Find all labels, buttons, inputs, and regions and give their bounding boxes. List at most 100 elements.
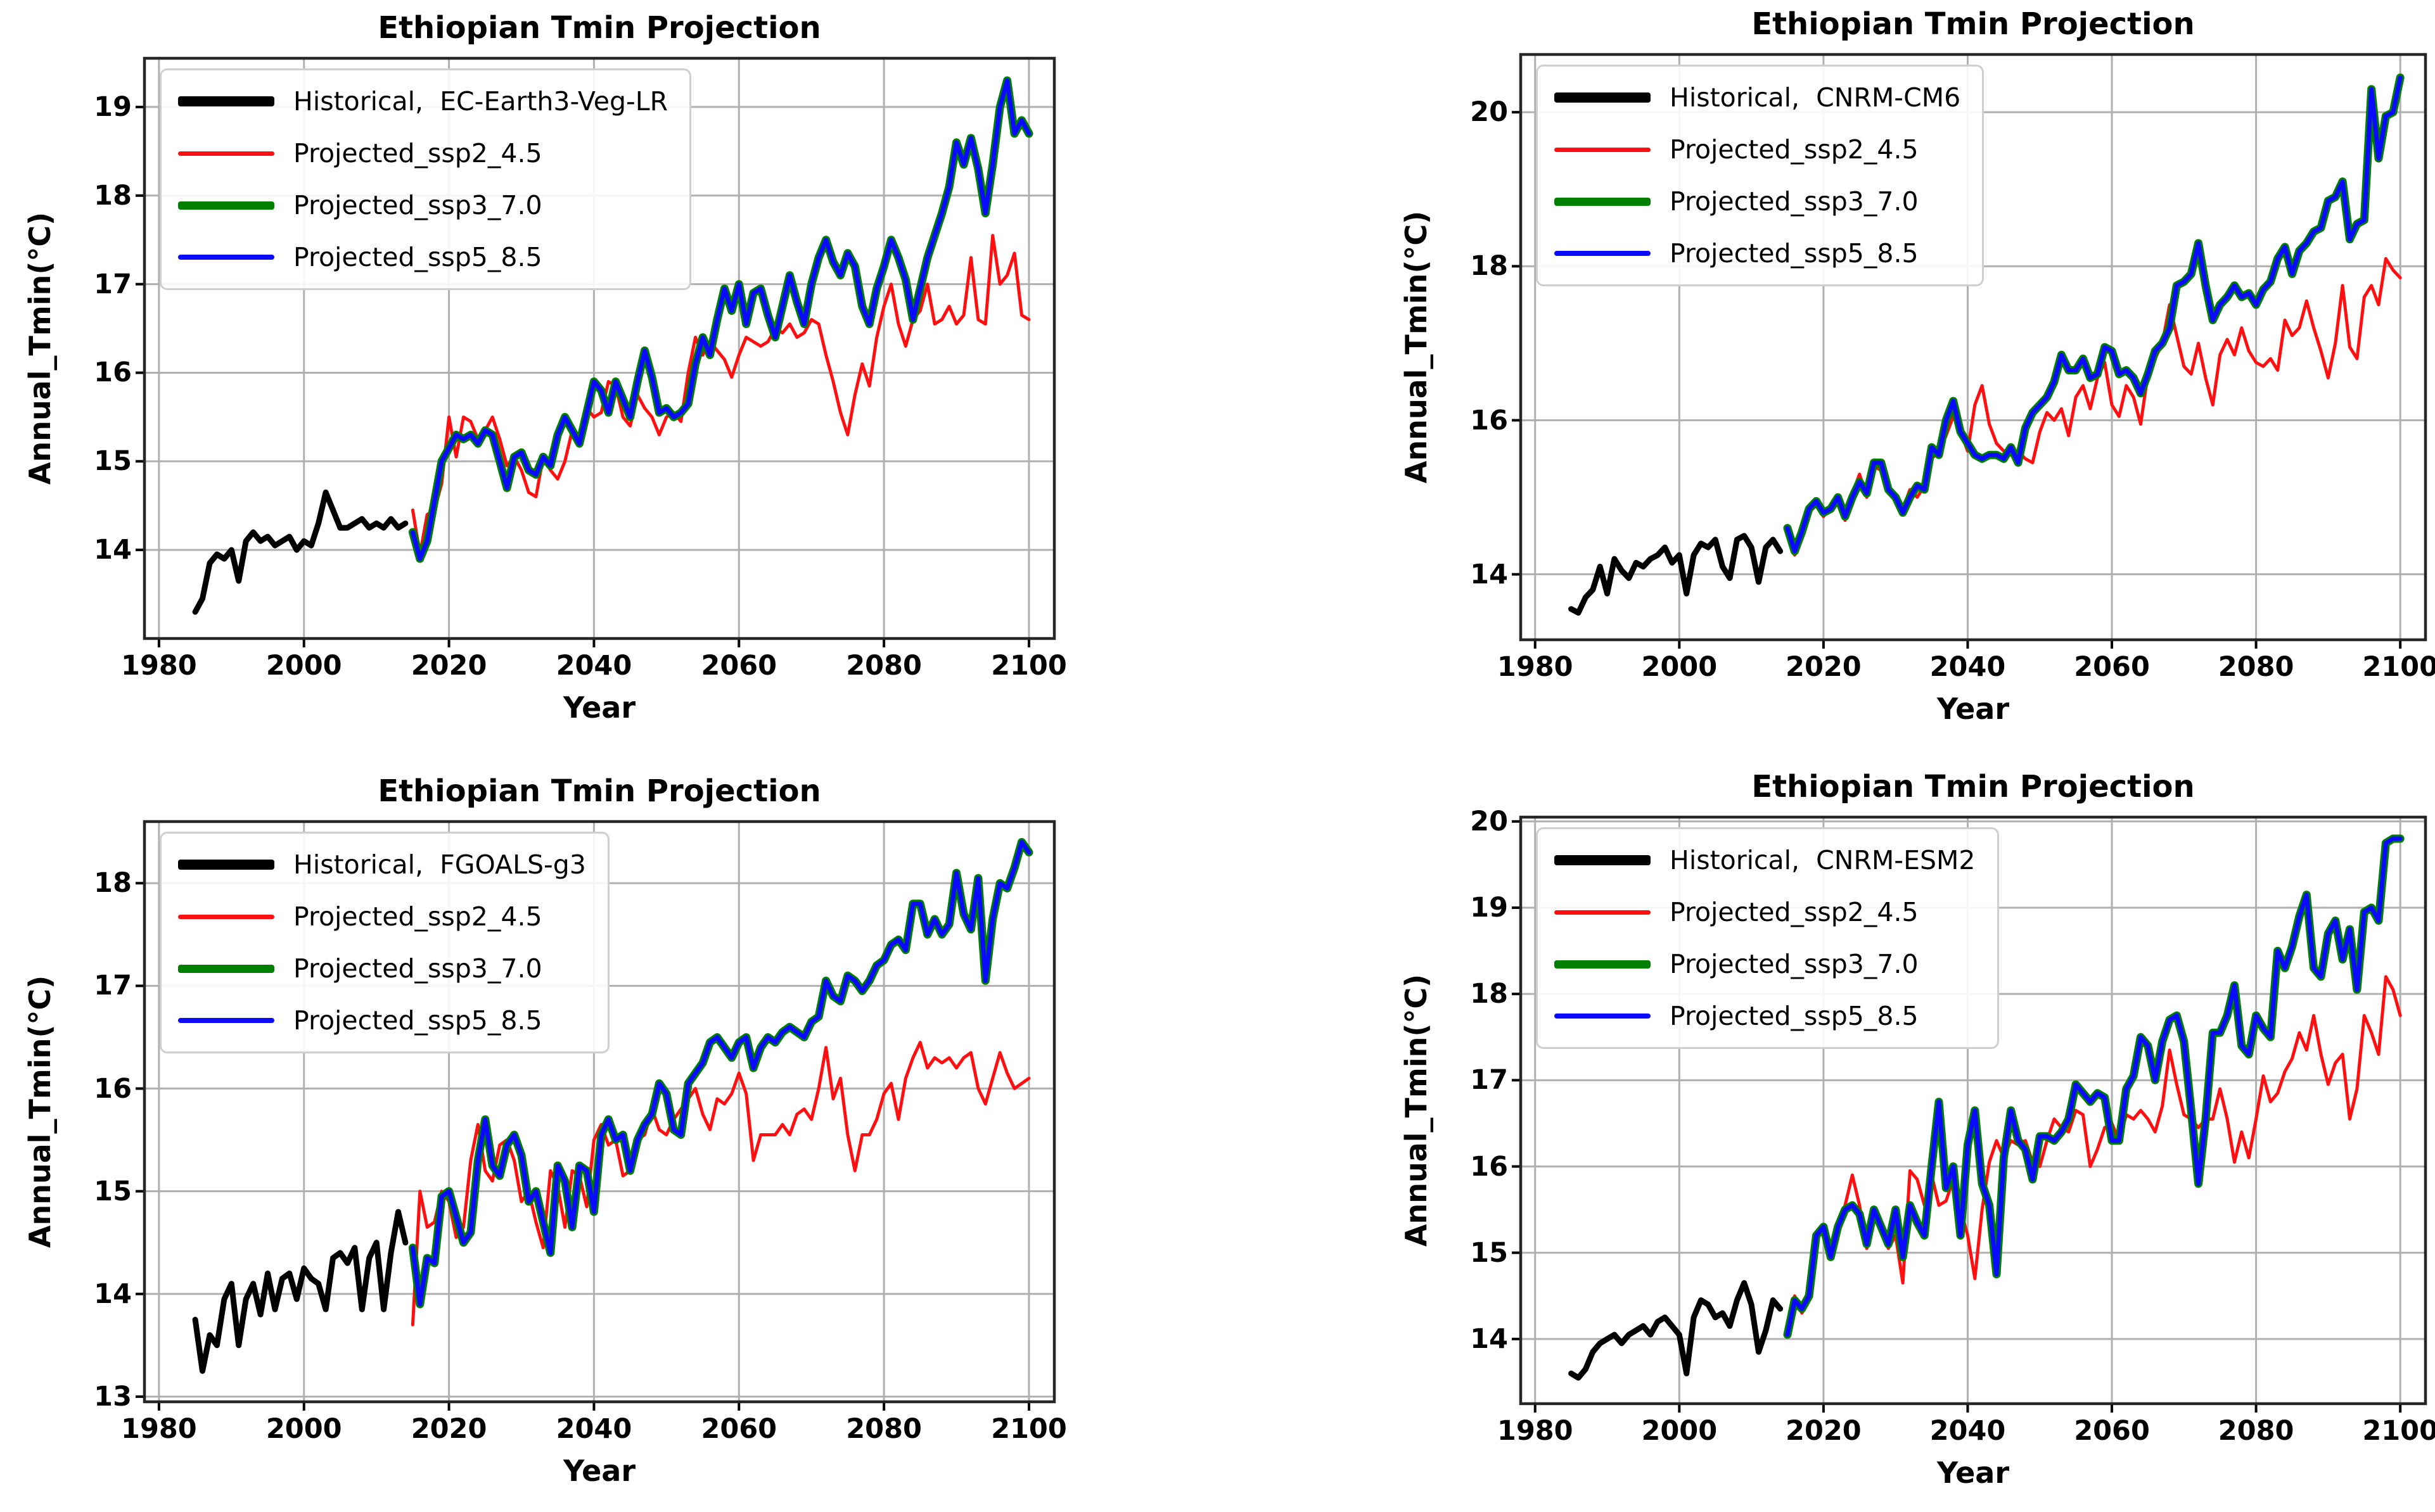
legend: Historical, CNRM-ESM2 Projected_ssp2_4.5… bbox=[1536, 827, 1999, 1049]
legend-item-ssp3: Projected_ssp3_7.0 bbox=[1554, 946, 1976, 982]
legend-swatch-ssp3 bbox=[1554, 197, 1651, 206]
chart-title: Ethiopian Tmin Projection bbox=[1751, 769, 2195, 804]
y-tick-label: 16 bbox=[94, 357, 132, 389]
y-tick-label: 15 bbox=[94, 1175, 132, 1207]
legend-label: Historical, EC-Earth3-Veg-LR bbox=[293, 86, 668, 117]
y-tick-label: 17 bbox=[94, 268, 132, 300]
legend-swatch-ssp2 bbox=[178, 151, 274, 156]
y-tick-label: 18 bbox=[94, 179, 132, 212]
legend-label: Projected_ssp3_7.0 bbox=[1670, 186, 1919, 217]
legend-item-ssp5: Projected_ssp5_8.5 bbox=[178, 239, 668, 276]
y-tick-label: 14 bbox=[1470, 558, 1508, 590]
chart-title: Ethiopian Tmin Projection bbox=[378, 773, 821, 809]
y-tick-label: 13 bbox=[94, 1380, 132, 1413]
x-axis-label: Year bbox=[1936, 692, 2010, 726]
legend-item-ssp3: Projected_ssp3_7.0 bbox=[1554, 183, 1960, 220]
y-axis-label: Annual_Tmin(°C) bbox=[1399, 210, 1433, 484]
x-axis-label: Year bbox=[563, 1454, 636, 1488]
y-tick-label: 15 bbox=[1470, 1236, 1508, 1269]
legend-label: Historical, CNRM-ESM2 bbox=[1670, 844, 1976, 875]
legend-swatch-historical bbox=[178, 96, 274, 106]
legend-label: Projected_ssp2_4.5 bbox=[1670, 896, 1919, 927]
x-tick-label: 2080 bbox=[846, 650, 922, 682]
x-tick-label: 2100 bbox=[2362, 651, 2435, 683]
x-tick-label: 2060 bbox=[2074, 651, 2150, 683]
legend-swatch-ssp5 bbox=[1554, 251, 1651, 256]
legend-swatch-ssp2 bbox=[1554, 910, 1651, 915]
x-tick-label: 2020 bbox=[411, 1413, 487, 1445]
legend-label: Projected_ssp2_4.5 bbox=[293, 137, 542, 168]
legend-label: Projected_ssp5_8.5 bbox=[293, 1005, 542, 1036]
legend-item-historical: Historical, CNRM-ESM2 bbox=[1554, 842, 1976, 879]
x-tick-label: 2060 bbox=[701, 650, 777, 682]
legend-item-historical: Historical, EC-Earth3-Veg-LR bbox=[178, 83, 668, 120]
x-tick-label: 2100 bbox=[991, 1413, 1067, 1445]
x-tick-label: 2040 bbox=[1929, 651, 2006, 683]
legend-label: Historical, CNRM-CM6 bbox=[1670, 82, 1961, 113]
y-tick-label: 19 bbox=[1470, 891, 1508, 924]
x-tick-label: 2040 bbox=[556, 1413, 632, 1445]
legend-swatch-ssp3 bbox=[178, 201, 274, 210]
x-tick-label: 2080 bbox=[846, 1413, 922, 1445]
y-tick-label: 20 bbox=[1470, 96, 1508, 129]
x-tick-label: 2000 bbox=[1641, 651, 1718, 683]
chart-title: Ethiopian Tmin Projection bbox=[1751, 6, 2195, 42]
x-tick-label: 1980 bbox=[121, 650, 197, 682]
x-tick-label: 2000 bbox=[265, 1413, 342, 1445]
plot-area bbox=[136, 820, 1056, 1411]
legend: Historical, FGOALS-g3 Projected_ssp2_4.5… bbox=[160, 832, 610, 1053]
legend-item-ssp2: Projected_ssp2_4.5 bbox=[178, 898, 586, 935]
x-tick-label: 2000 bbox=[1641, 1415, 1718, 1447]
x-tick-label: 2020 bbox=[411, 650, 487, 682]
x-tick-label: 2060 bbox=[701, 1413, 777, 1445]
y-axis-label: Annual_Tmin(°C) bbox=[23, 975, 57, 1248]
chart-title: Ethiopian Tmin Projection bbox=[378, 10, 821, 46]
x-tick-label: 2020 bbox=[1786, 651, 1862, 683]
x-tick-label: 2020 bbox=[1786, 1415, 1862, 1447]
legend-item-ssp5: Projected_ssp5_8.5 bbox=[178, 1002, 586, 1039]
x-tick-label: 1980 bbox=[121, 1413, 197, 1445]
legend-item-ssp2: Projected_ssp2_4.5 bbox=[1554, 894, 1976, 931]
y-axis-label: Annual_Tmin(°C) bbox=[23, 212, 57, 485]
y-tick-label: 16 bbox=[94, 1072, 132, 1105]
legend-swatch-historical bbox=[1554, 92, 1651, 103]
legend-label: Projected_ssp3_7.0 bbox=[1670, 948, 1919, 979]
plot-area bbox=[136, 56, 1056, 647]
legend-label: Projected_ssp2_4.5 bbox=[293, 901, 542, 932]
legend-label: Projected_ssp5_8.5 bbox=[293, 241, 542, 272]
y-tick-label: 15 bbox=[94, 445, 132, 478]
y-tick-label: 16 bbox=[1470, 1150, 1508, 1183]
y-tick-label: 19 bbox=[94, 91, 132, 123]
legend-swatch-ssp3 bbox=[178, 964, 274, 973]
x-axis-label: Year bbox=[1936, 1456, 2010, 1490]
x-tick-label: 1980 bbox=[1497, 651, 1573, 683]
x-tick-label: 2100 bbox=[2362, 1415, 2435, 1447]
x-tick-label: 1980 bbox=[1497, 1415, 1573, 1447]
y-tick-label: 16 bbox=[1470, 404, 1508, 436]
x-tick-label: 2040 bbox=[556, 650, 632, 682]
x-tick-label: 2080 bbox=[2218, 651, 2294, 683]
legend-label: Projected_ssp2_4.5 bbox=[1670, 134, 1919, 165]
legend-swatch-historical bbox=[178, 860, 274, 870]
legend-item-ssp3: Projected_ssp3_7.0 bbox=[178, 950, 586, 987]
legend-item-ssp2: Projected_ssp2_4.5 bbox=[178, 135, 668, 172]
legend-swatch-ssp5 bbox=[1554, 1013, 1651, 1019]
x-tick-label: 2080 bbox=[2218, 1415, 2294, 1447]
legend-swatch-ssp2 bbox=[1554, 147, 1651, 152]
legend-label: Projected_ssp5_8.5 bbox=[1670, 238, 1919, 269]
legend: Historical, EC-Earth3-Veg-LR Projected_s… bbox=[160, 68, 692, 290]
legend-swatch-ssp3 bbox=[1554, 960, 1651, 969]
legend-label: Projected_ssp3_7.0 bbox=[293, 953, 542, 984]
y-tick-label: 14 bbox=[1470, 1323, 1508, 1355]
legend-item-ssp5: Projected_ssp5_8.5 bbox=[1554, 235, 1960, 272]
x-axis-label: Year bbox=[563, 690, 636, 725]
plot-area bbox=[1512, 815, 2427, 1413]
y-tick-label: 17 bbox=[94, 970, 132, 1002]
x-tick-label: 2040 bbox=[1929, 1415, 2006, 1447]
x-tick-label: 2000 bbox=[265, 650, 342, 682]
